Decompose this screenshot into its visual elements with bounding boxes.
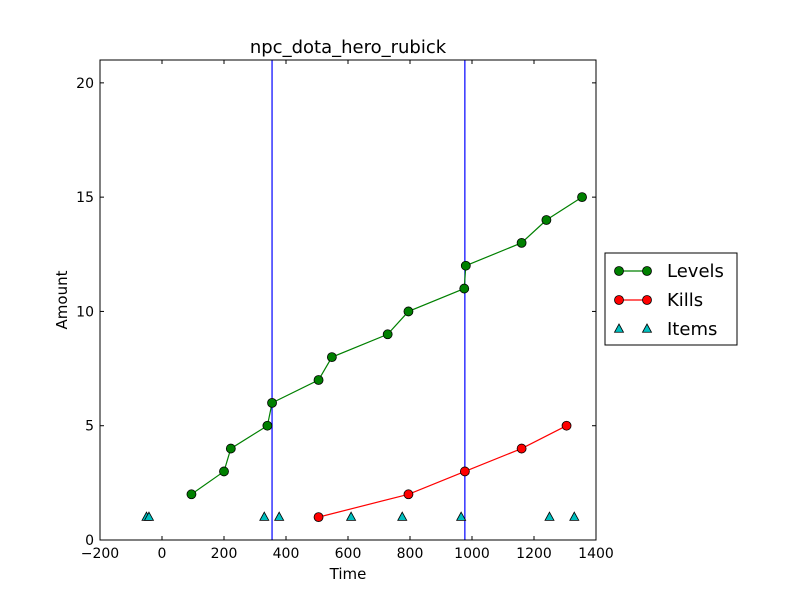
- plot-area: [100, 60, 596, 540]
- series-levels: [186, 192, 587, 500]
- levels-point-1: [186, 489, 197, 500]
- legend-marker-kills: [614, 295, 624, 305]
- levels-point-14: [577, 192, 587, 203]
- levels-line: [191, 196, 583, 495]
- levels-point-6: [313, 375, 324, 385]
- items-point-6: [397, 511, 408, 521]
- levels-point-5: [267, 397, 277, 408]
- kills-point-4: [516, 443, 527, 454]
- kills-point-2: [403, 489, 414, 500]
- kills-point-3: [459, 466, 470, 477]
- legend-box: [604, 252, 738, 346]
- levels-point-8: [382, 329, 393, 340]
- levels-point-13: [541, 215, 552, 225]
- legend-label-kills: Kills: [667, 290, 703, 311]
- items-point-5: [345, 511, 357, 521]
- legend: Levels Kills Items: [604, 252, 738, 346]
- legend-marker-levels: [614, 266, 624, 276]
- x-axis-label: Time: [329, 565, 367, 583]
- x-tick-label-7: 1000: [454, 546, 490, 562]
- kills-point-5: [561, 420, 572, 431]
- chart-title: npc_dota_hero_rubick: [250, 37, 447, 58]
- legend-marker-kills-2: [642, 295, 652, 305]
- series-kills: [313, 420, 572, 523]
- kills-point-1: [313, 512, 324, 523]
- y-tick-label-4: 15: [76, 190, 94, 206]
- y-tick-label-1: 0: [85, 533, 94, 549]
- items-point-4: [274, 511, 285, 521]
- x-tick-label-6: 800: [397, 546, 424, 562]
- legend-label-items: Items: [667, 319, 717, 340]
- y-tick-label-5: 20: [76, 76, 94, 92]
- y-tick-label-3: 10: [76, 304, 94, 320]
- legend-entry-levels: Levels: [614, 261, 724, 282]
- reference-lines: [271, 60, 466, 540]
- levels-point-4: [262, 420, 273, 431]
- series-items: [141, 511, 580, 521]
- series-layer: [141, 192, 587, 523]
- items-point-7: [455, 511, 467, 521]
- x-tick-label-9: 1400: [578, 546, 614, 562]
- x-tick-label-2: 0: [158, 546, 167, 562]
- items-point-8: [544, 511, 555, 521]
- items-point-9: [569, 511, 580, 521]
- levels-point-9: [403, 306, 414, 317]
- levels-point-11: [460, 260, 471, 271]
- legend-label-levels: Levels: [667, 261, 724, 282]
- y-tick-label-2: 5: [85, 419, 94, 435]
- legend-marker-items: [613, 323, 625, 333]
- legend-entry-kills: Kills: [614, 290, 703, 311]
- items-point-3: [259, 511, 270, 521]
- x-tick-label-8: 1200: [516, 546, 552, 562]
- x-tick-label-3: 200: [211, 546, 238, 562]
- y-axis-label: Amount: [53, 270, 71, 329]
- levels-point-3: [225, 443, 236, 454]
- levels-point-12: [516, 237, 527, 248]
- levels-point-10: [459, 283, 470, 294]
- legend-marker-items-2: [641, 323, 653, 333]
- x-tick-label-4: 400: [273, 546, 300, 562]
- levels-point-7: [326, 352, 337, 363]
- levels-point-2: [219, 466, 229, 477]
- legend-marker-levels-2: [642, 266, 652, 276]
- x-tick-label-5: 600: [335, 546, 362, 562]
- legend-entry-items: Items: [613, 319, 717, 340]
- items-point-2: [143, 511, 155, 521]
- x-tick-label-1: −200: [81, 546, 119, 562]
